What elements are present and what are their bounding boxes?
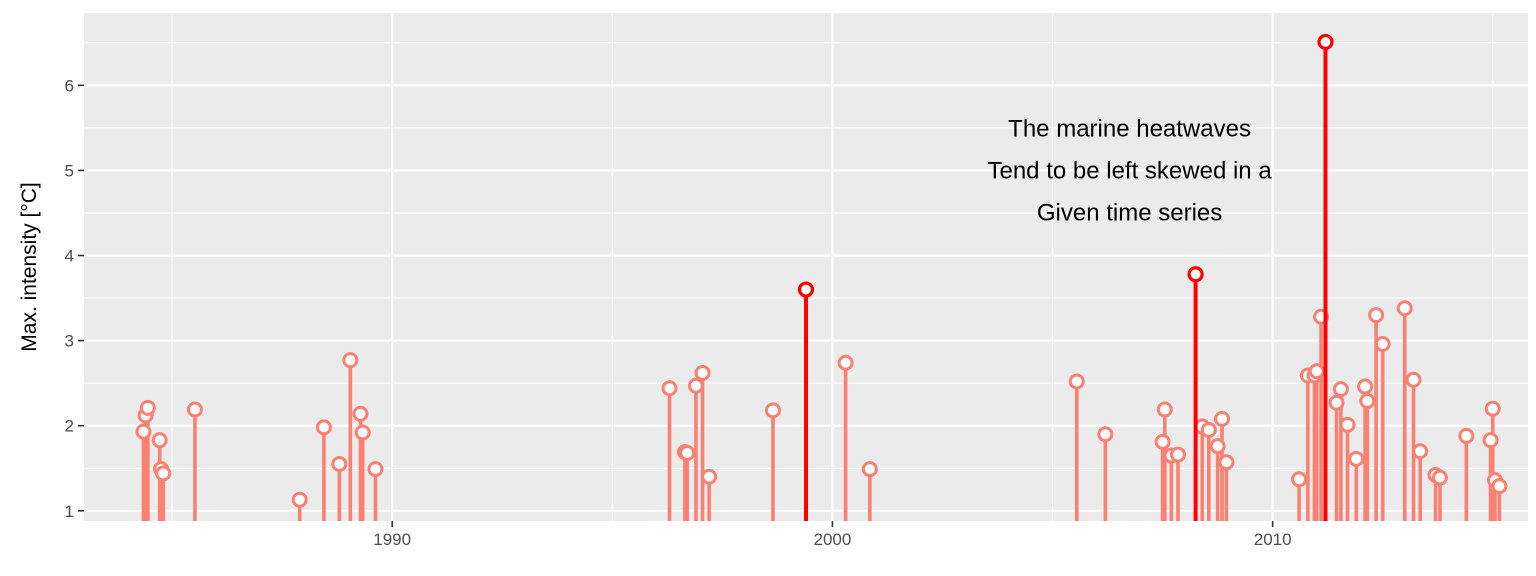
event-point: [367, 461, 384, 478]
event-point: [1156, 401, 1173, 418]
event-point: [186, 401, 203, 418]
event-point: [1357, 378, 1374, 395]
event-point: [1097, 426, 1114, 443]
event-point: [1218, 454, 1235, 471]
y-tick-label-2: 2: [65, 417, 74, 436]
event-point: [135, 423, 152, 440]
event-point: [701, 468, 718, 485]
annotation: The marine heatwaves Tend to be left ske…: [987, 115, 1272, 226]
y-tick-label-1: 1: [65, 502, 74, 521]
x-axis: 1990 2000 2010: [373, 521, 1292, 549]
annotation-line-3: Given time series: [1037, 199, 1222, 226]
event-point: [1374, 336, 1391, 353]
lollipop-marks: [135, 33, 1508, 521]
event-point: [1214, 410, 1231, 427]
y-tick-label-6: 6: [65, 76, 74, 95]
event-point: [1068, 373, 1085, 390]
event-point: [1359, 393, 1376, 410]
highlight-point: [797, 281, 815, 298]
event-point: [291, 491, 308, 508]
event-point: [679, 444, 696, 461]
event-point: [155, 465, 172, 482]
event-point: [342, 352, 359, 369]
series-events: [135, 300, 1508, 521]
event-point: [837, 354, 854, 371]
event-point: [661, 380, 678, 397]
y-axis: 1 2 3 4 5 6: [65, 76, 84, 521]
highlight-point: [1317, 33, 1334, 51]
event-point: [354, 424, 371, 441]
event-point: [331, 455, 348, 472]
series-highlighted: [797, 33, 1334, 521]
event-point: [1209, 438, 1226, 455]
event-point: [687, 377, 704, 394]
event-point: [764, 402, 781, 419]
event-point: [1170, 446, 1187, 463]
event-point: [1491, 478, 1508, 495]
event-point: [1200, 421, 1217, 438]
x-tick-label-2010: 2010: [1254, 530, 1292, 549]
event-point: [1348, 450, 1365, 467]
event-point: [1484, 400, 1501, 417]
event-point: [352, 405, 369, 422]
y-tick-label-5: 5: [65, 161, 74, 180]
y-tick-label-3: 3: [65, 332, 74, 351]
event-point: [1328, 394, 1345, 411]
event-point: [1291, 471, 1308, 488]
y-tick-label-4: 4: [65, 247, 74, 266]
y-axis-title: Max. intensity [°C]: [18, 182, 41, 351]
annotation-line-2: Tend to be left skewed in a: [987, 157, 1272, 184]
event-point: [1396, 300, 1413, 317]
event-point: [1368, 307, 1385, 324]
event-point: [1458, 427, 1475, 444]
event-point: [151, 432, 168, 449]
event-point: [1482, 432, 1499, 449]
event-point: [1339, 416, 1356, 433]
event-point: [139, 399, 156, 416]
event-point: [861, 461, 878, 478]
annotation-line-1: The marine heatwaves: [1008, 115, 1251, 142]
event-point: [1431, 469, 1448, 486]
x-tick-label-2000: 2000: [814, 530, 852, 549]
highlight-point: [1187, 266, 1204, 283]
event-point: [1154, 433, 1171, 450]
event-point: [1308, 363, 1325, 380]
event-point: [1332, 381, 1349, 398]
x-tick-label-1990: 1990: [373, 530, 411, 549]
event-point: [1412, 443, 1429, 460]
event-point: [1405, 371, 1422, 388]
event-point: [315, 419, 332, 436]
event-point: [694, 364, 711, 381]
